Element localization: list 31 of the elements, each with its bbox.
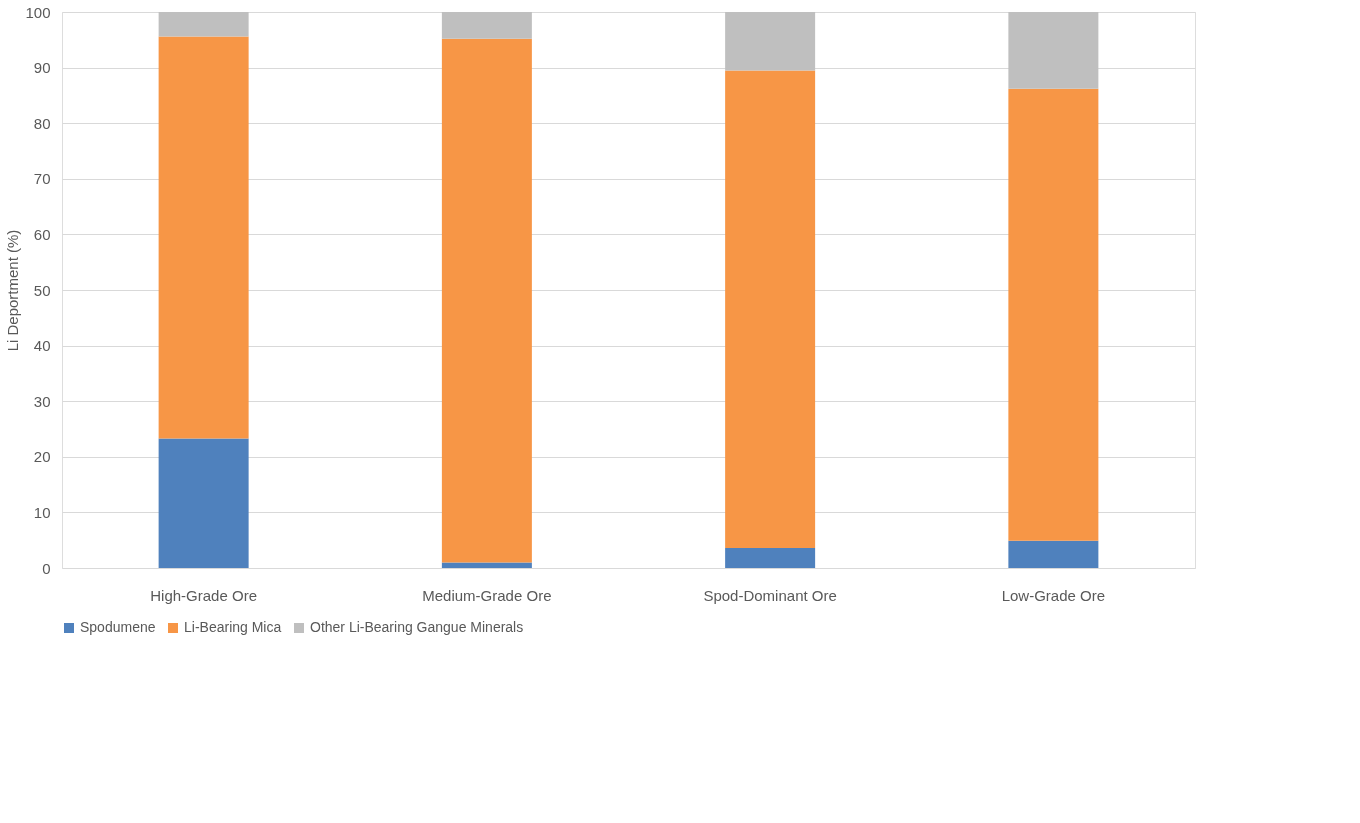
y-tick-label: 60: [33, 225, 51, 243]
y-tick-label: 0: [42, 559, 51, 577]
bar: [441, 12, 532, 39]
y-tick-label: 70: [33, 170, 51, 188]
bar: [1008, 540, 1099, 568]
y-tick-label: 90: [33, 59, 51, 77]
legend-label: Spodumene: [80, 619, 156, 635]
legend-label: Li-Bearing Mica: [184, 619, 282, 635]
bar: [158, 12, 249, 37]
bar: [1008, 12, 1099, 89]
y-tick-label: 10: [33, 503, 51, 521]
y-tick-label: 20: [33, 448, 51, 466]
bar: [441, 38, 532, 563]
y-tick-label: 30: [33, 392, 51, 410]
y-axis-title: Li Deportment (%): [4, 229, 22, 352]
bar: [1008, 88, 1099, 541]
bar: [158, 36, 249, 439]
x-tick-label: Spod-Dominant Ore: [703, 586, 837, 604]
legend-label: Other Li-Bearing Gangue Minerals: [310, 619, 524, 635]
bar: [441, 562, 532, 568]
bar: [725, 70, 816, 548]
bar: [725, 547, 816, 568]
y-tick-label: 100: [25, 3, 51, 21]
x-tick-label: Medium-Grade Ore: [422, 586, 552, 604]
y-tick-label: 50: [33, 281, 51, 299]
y-tick-label: 80: [33, 114, 51, 132]
x-tick-label: High-Grade Ore: [150, 586, 257, 604]
x-tick-label: Low-Grade Ore: [1001, 586, 1106, 604]
bar: [158, 438, 249, 568]
y-tick-label: 40: [33, 337, 51, 355]
bar: [725, 12, 816, 71]
